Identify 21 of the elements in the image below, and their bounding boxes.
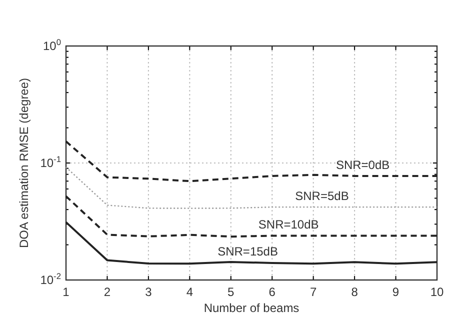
- x-tick-label: 3: [145, 285, 152, 299]
- y-axis-title: DOA estimation RMSE (degree): [17, 78, 31, 248]
- series-label: SNR=15dB: [218, 244, 278, 258]
- line-series: [65, 140, 438, 182]
- series-label: SNR=10dB: [258, 218, 319, 232]
- series-label: SNR=0dB: [336, 158, 390, 172]
- x-tick-label: 8: [351, 285, 358, 299]
- y-tick-label: 10$^{-2}$: [40, 271, 62, 288]
- x-tick-label: 5: [228, 285, 235, 299]
- y-tick-label: 10$^{0}$: [42, 37, 62, 54]
- x-tick-label: 9: [392, 285, 400, 299]
- x-tick-label: 7: [310, 285, 317, 299]
- x-tick-label: 4: [186, 285, 194, 299]
- x-tick-label: 10: [430, 285, 444, 299]
- x-axis-title: Number of beams: [204, 301, 300, 315]
- x-tick-label: 1: [62, 285, 70, 299]
- y-tick-label: 10$^{-1}$: [40, 154, 62, 170]
- series-label: SNR=5dB: [295, 189, 349, 204]
- x-tick-label: 6: [268, 285, 276, 299]
- line-series: [65, 221, 438, 265]
- x-tick-label: 2: [104, 285, 111, 299]
